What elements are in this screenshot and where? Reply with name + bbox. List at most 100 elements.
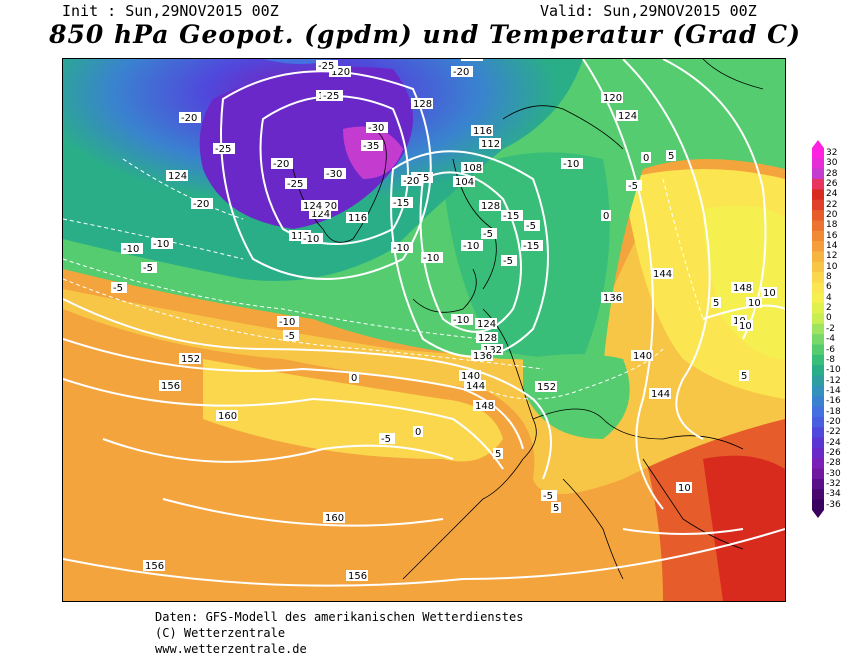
temperature-label-bg: [501, 255, 517, 266]
legend-label: -28: [826, 458, 841, 469]
temperature-label: -15: [523, 241, 539, 252]
temperature-label: -35: [363, 141, 379, 152]
geopotential-label-bg: [346, 570, 368, 581]
temperature-label: -10: [463, 241, 479, 252]
temperature-label: -20: [403, 176, 419, 187]
temperature-label-bg: [493, 448, 503, 459]
legend-label: 10: [826, 261, 838, 272]
legend-label: 12: [826, 251, 838, 262]
legend-swatch: [812, 406, 824, 418]
legend-swatch: [812, 292, 824, 304]
temperature-label-bg: [401, 175, 423, 186]
temperature-label-bg: [391, 242, 413, 253]
geopotential-label: 120: [331, 67, 350, 78]
geopotential-label-bg: [216, 410, 238, 421]
legend-swatch: [812, 272, 824, 283]
legend-swatch: [812, 168, 824, 180]
geopotential-label-bg: [475, 318, 497, 329]
geopotential-label: 124: [168, 171, 187, 182]
legend-label: -32: [826, 478, 841, 489]
temperature-label: -5: [285, 331, 295, 342]
geopotential-label: 144: [466, 381, 485, 392]
legend-swatch: [812, 447, 824, 459]
geopotential-label-bg: [179, 353, 201, 364]
temperature-label-bg: [451, 66, 473, 77]
legend-label: -34: [826, 489, 841, 500]
legend-label: -4: [826, 334, 835, 345]
geopotential-label-bg: [476, 332, 498, 343]
temperature-label: 0: [351, 373, 357, 384]
temperature-label: -10: [453, 315, 469, 326]
temperature-label-bg: [551, 502, 561, 513]
temperature-label: 5: [741, 371, 747, 382]
green-central-europe: [523, 354, 630, 439]
temperature-label: 0: [415, 427, 421, 438]
temperature-labels: -25-25-20-25-30-35-20-25-20-30-25-20-15-…: [111, 59, 777, 514]
temperature-label-bg: [301, 233, 323, 244]
temperature-label: 5: [553, 503, 559, 514]
geopotential-label-bg: [601, 292, 623, 303]
temperature-label: -15: [393, 198, 409, 209]
legend-swatch: [812, 303, 824, 314]
temperature-label-bg: [641, 152, 651, 163]
geopotential-label: 128: [478, 333, 497, 344]
legend-swatch: [812, 365, 824, 377]
geopotential-label-bg: [473, 400, 495, 411]
geopotential-label-bg: [346, 212, 368, 223]
legend-label: 26: [826, 179, 838, 190]
temperature-label: -5: [503, 256, 513, 267]
geopotential-label-bg: [453, 176, 475, 187]
legend-swatch: [812, 220, 824, 232]
legend-swatch: [812, 282, 824, 294]
geopotential-label: 124: [311, 209, 330, 220]
temperature-label-bg: [666, 150, 676, 161]
temperature-label: 0: [603, 211, 609, 222]
footer-copyright: (C) Wetterzentrale: [155, 626, 286, 640]
temperature-label: 5: [668, 151, 674, 162]
legend-swatch: [812, 148, 824, 159]
geopotential-label: 156: [348, 571, 367, 582]
temperature-label-bg: [151, 238, 173, 249]
temperature-label-bg: [541, 490, 557, 501]
legend-bottom-arrow: [812, 510, 824, 518]
legend-label: -30: [826, 468, 841, 479]
temperature-label: -20: [193, 199, 209, 210]
geopotential-label: 160: [218, 411, 237, 422]
legend-swatch: [812, 385, 824, 397]
geopotential-label: 116: [473, 126, 492, 137]
legend-swatch: [812, 478, 824, 490]
temperature-contours: [63, 158, 704, 400]
temperature-label: -30: [368, 123, 384, 134]
temperature-label-bg: [761, 287, 777, 298]
legend-label: -18: [826, 406, 841, 417]
temperature-label-bg: [111, 282, 127, 293]
legend-swatch: [812, 427, 824, 439]
legend-label: -22: [826, 427, 841, 438]
temperature-label-bg: [366, 122, 388, 133]
legend-label: 22: [826, 199, 838, 210]
legend-label: 2: [826, 303, 832, 314]
legend-label: 16: [826, 230, 838, 241]
temperature-label-bg: [316, 60, 338, 71]
hottest-southeast-region: [703, 455, 785, 601]
geopotential-label-bg: [601, 92, 623, 103]
temperature-label: 5: [495, 449, 501, 460]
legend-label: -12: [826, 375, 841, 386]
legend-label: 18: [826, 220, 838, 231]
temperature-label-bg: [481, 228, 497, 239]
map-canvas: 1201201281161121081041161121201241281321…: [63, 59, 785, 601]
geopotential-label: 152: [181, 354, 200, 365]
temperature-label-bg: [524, 220, 540, 231]
temperature-label-bg: [676, 482, 692, 493]
temperature-label-bg: [213, 143, 235, 154]
temperature-label-bg: [501, 210, 523, 221]
geopotential-label-bg: [479, 200, 501, 211]
temperature-label-bg: [561, 158, 583, 169]
geopotential-label-bg: [479, 138, 501, 149]
legend-label: 4: [826, 292, 832, 303]
legend-label: 20: [826, 210, 838, 221]
temperature-label: 0: [643, 153, 649, 164]
temperature-label-bg: [737, 320, 753, 331]
geopotential-label: 148: [475, 401, 494, 412]
geopotential-label-bg: [309, 208, 331, 219]
